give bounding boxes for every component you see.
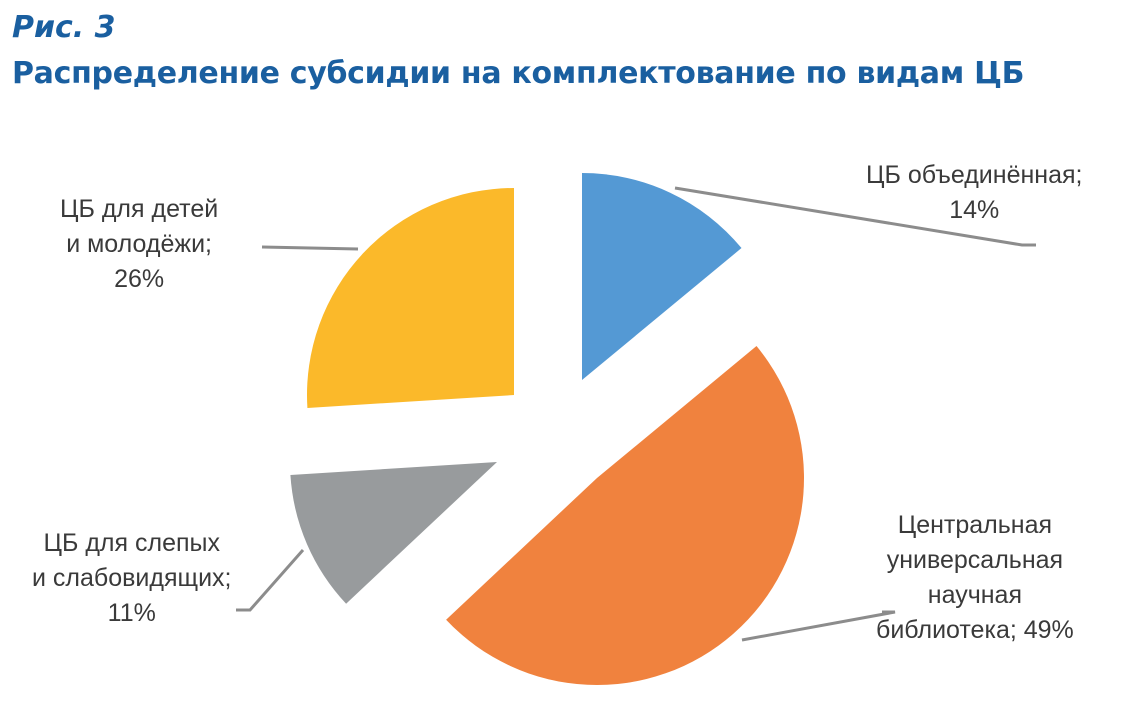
slice-label-2: ЦБ для слепых и слабовидящих; 11% <box>32 526 231 631</box>
chart-title: Распределение субсидии на комплектование… <box>12 56 1025 91</box>
pie-slice-0 <box>582 173 742 380</box>
figure-label: Рис. 3 <box>12 10 116 45</box>
label-value: библиотека; 49% <box>876 616 1074 644</box>
leader-line-3 <box>261 245 359 251</box>
label-line: универсальная <box>886 546 1064 574</box>
pie-slice-2 <box>290 462 497 604</box>
leader-line-2 <box>236 549 305 612</box>
label-line: научная <box>927 581 1022 609</box>
leader-line-0 <box>674 186 1036 247</box>
slice-label-3: ЦБ для детей и молодёжи; 26% <box>60 192 218 297</box>
leader-line-1 <box>741 610 896 642</box>
slice-label-1: Центральная универсальная научная библио… <box>876 508 1074 648</box>
pie-slice-3 <box>307 188 514 408</box>
label-value: 26% <box>114 265 165 293</box>
label-line: ЦБ для слепых <box>43 529 220 557</box>
label-line: ЦБ для детей <box>60 195 219 223</box>
label-value: 14% <box>949 196 1000 224</box>
label-line: и слабовидящих; <box>32 564 232 592</box>
slice-label-0: ЦБ объединённая; 14% <box>866 158 1082 228</box>
label-line: ЦБ объединённая; <box>866 161 1083 189</box>
label-line: Центральная <box>897 511 1053 539</box>
pie-slice-1 <box>446 346 804 685</box>
label-line: и молодёжи; <box>66 230 212 258</box>
label-value: 11% <box>107 599 156 627</box>
